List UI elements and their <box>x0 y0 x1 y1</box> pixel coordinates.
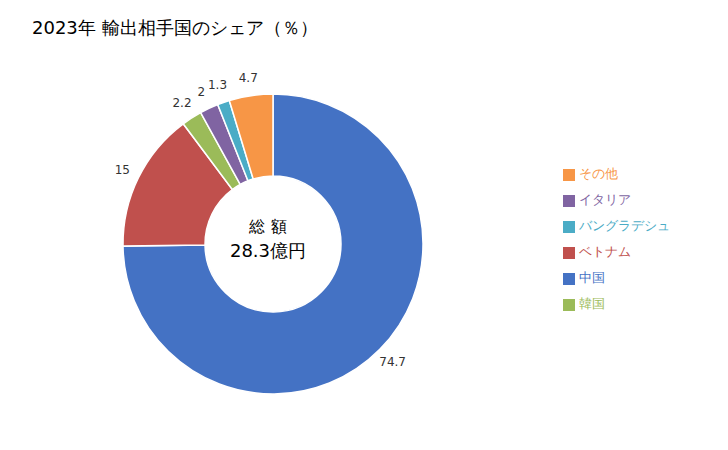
svg-text:1.3: 1.3 <box>208 78 227 92</box>
html-text:ベトナム: ベトナム <box>579 244 631 259</box>
svg-text:15: 15 <box>115 163 130 177</box>
html-text:2023年 輸出相手国のシェア（％）: 2023年 輸出相手国のシェア（％） <box>32 17 318 38</box>
html-text:イタリア: イタリア <box>579 192 631 207</box>
html-text:総 額: 総 額 <box>249 217 287 236</box>
svg-text:2.2: 2.2 <box>172 96 191 110</box>
html-text:韓国: 韓国 <box>579 296 605 311</box>
html-text:バングラデシュ: バングラデシュ <box>579 218 670 233</box>
html-text:28.3億円: 28.3億円 <box>230 240 306 261</box>
svg-text:2: 2 <box>198 85 206 99</box>
svg-text:74.7: 74.7 <box>379 355 406 369</box>
svg-text:4.7: 4.7 <box>239 71 258 85</box>
html-text:その他: その他 <box>579 166 618 181</box>
html-text:中国: 中国 <box>579 270 605 285</box>
